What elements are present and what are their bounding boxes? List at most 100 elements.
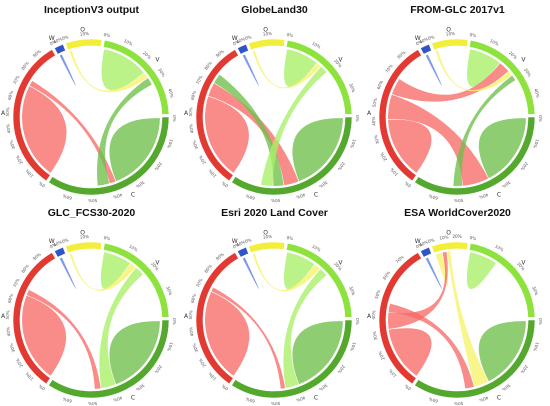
tick-label-C: 50% — [271, 198, 280, 203]
segment-label-C: C — [497, 191, 501, 198]
segment-label-V: V — [521, 56, 526, 63]
tick-label-A: 60% — [376, 80, 384, 91]
tick-label-C: 20% — [520, 161, 530, 171]
tick-label-A: 0% — [404, 181, 412, 189]
segment-rim-A — [19, 55, 57, 176]
tick-label-O: 0% — [61, 34, 69, 41]
tick-label-W: 40% — [52, 239, 63, 247]
tick-label-A: 80% — [396, 50, 406, 60]
tick-label-C: 60% — [245, 193, 255, 200]
segment-label-V: V — [521, 259, 526, 266]
chord-diagram: 0%10%20%30%40%50%60%70%A0%40%W 0% 10% 20%O0… — [367, 229, 543, 406]
tick-label-C: 50% — [88, 198, 97, 203]
segment-rim-W — [423, 253, 433, 260]
segment-rim-O — [67, 45, 101, 52]
tick-label-A: 90% — [32, 252, 42, 262]
tick-label-C: 10% — [166, 138, 174, 148]
tick-label-A: 70% — [395, 254, 405, 264]
tick-label-V: 40% — [167, 88, 174, 98]
tick-label-O: 10% — [446, 31, 456, 37]
tick-label-C: 30% — [135, 180, 145, 190]
chord-A-V — [391, 63, 509, 102]
tick-label-C: 30% — [501, 180, 511, 190]
tick-label-A: 40% — [371, 116, 376, 126]
chord-A-C — [208, 83, 299, 186]
tick-label-V: 10% — [489, 38, 500, 47]
segment-rim-C — [52, 117, 162, 188]
chord-A-C — [29, 80, 116, 184]
segment-rim-O — [433, 45, 467, 52]
tick-label-A: 10% — [207, 371, 217, 381]
segment-label-C: C — [131, 394, 135, 401]
tick-label-C: 40% — [113, 192, 123, 200]
tick-label-V: 0% — [469, 32, 476, 38]
tick-label-A: 60% — [382, 270, 391, 281]
tick-label-C: 20% — [154, 161, 164, 171]
tick-label-A: 50% — [5, 310, 11, 320]
segment-rim-V — [102, 47, 162, 115]
tick-label-W: 40% — [418, 36, 429, 44]
tick-label-C: 60% — [62, 396, 72, 403]
tick-label-A: 70% — [195, 74, 204, 85]
tick-label-W: 40% — [235, 36, 246, 44]
chord-V-C — [99, 267, 143, 389]
tick-label-O: 0% — [244, 34, 252, 41]
tick-label-C: 40% — [479, 395, 489, 403]
tick-label-V: 40% — [533, 88, 540, 98]
tick-label-C: 20% — [154, 364, 164, 374]
chord-V-V — [100, 252, 130, 290]
segment-label-O: O — [446, 26, 451, 33]
tick-label-C: 10% — [532, 341, 540, 351]
segment-rim-C — [418, 320, 528, 391]
segment-rim-A — [386, 55, 423, 176]
tick-label-C: 40% — [113, 395, 123, 403]
tick-label-A: 60% — [7, 293, 14, 303]
tick-label-A: 30% — [191, 140, 199, 150]
tick-label-O: 10% — [263, 31, 273, 37]
tick-label-V: 10% — [311, 244, 322, 253]
chord-C-C — [292, 118, 343, 182]
tick-label-C: 30% — [501, 383, 511, 393]
chord-A-A — [21, 295, 67, 376]
tick-label-V: 10% — [123, 38, 134, 47]
tick-label-A: 10% — [389, 167, 399, 177]
tick-label-C: 0% — [538, 115, 543, 122]
panel-title: ESA WorldCover2020 — [404, 207, 511, 219]
chord-C-C — [109, 118, 160, 182]
segment-label-V: V — [338, 259, 343, 266]
tick-label-A: 20% — [198, 155, 207, 166]
tick-label-O: 10% — [80, 31, 90, 37]
chord-A-A — [205, 96, 249, 173]
segment-label-V: V — [338, 56, 343, 63]
chord-W-W — [242, 257, 259, 289]
tick-label-V: 30% — [157, 67, 166, 78]
tick-label-A: 50% — [188, 107, 194, 117]
tick-label-A: 60% — [190, 293, 197, 303]
tick-label-A: 20% — [379, 151, 388, 162]
chord-diagram: 0%10%20%30%40%50%60%70%80%A0%40%W 0%10%O0… — [367, 26, 543, 203]
tick-label-A: 0% — [221, 181, 229, 189]
tick-label-C: 50% — [454, 401, 463, 406]
tick-label-C: 60% — [428, 193, 438, 200]
chord-V-V — [284, 49, 317, 87]
tick-label-V: 20% — [333, 58, 343, 68]
panel-globeland30: GlobeLand30 0% 10% 20% 30% 40% 50% 60% 70% 80% 90… — [183, 0, 366, 203]
tick-label-A: 20% — [198, 358, 207, 369]
tick-label-O: 0% — [61, 237, 69, 244]
tick-label-A: 0% — [221, 384, 229, 392]
tick-label-A: 80% — [203, 263, 213, 273]
tick-label-C: 10% — [166, 341, 174, 351]
chord-V-C — [260, 66, 327, 186]
tick-label-V: 0% — [286, 235, 293, 241]
tick-label-V: 20% — [150, 261, 160, 271]
tick-label-A: 30% — [8, 140, 16, 150]
tick-label-O: 0% — [427, 237, 435, 244]
chord-W-W — [425, 54, 442, 86]
segment-label-W: W — [415, 238, 421, 245]
chord-O-V — [69, 253, 136, 291]
tick-label-O: 20% — [452, 234, 461, 239]
chord-W-W — [425, 257, 442, 289]
tick-label-W: 40% — [235, 239, 246, 247]
tick-label-A: 30% — [373, 134, 380, 144]
chord-diagram: 0%10%20%30%40%50%60%70%80%90%A0%40%W 0%10… — [1, 229, 177, 406]
